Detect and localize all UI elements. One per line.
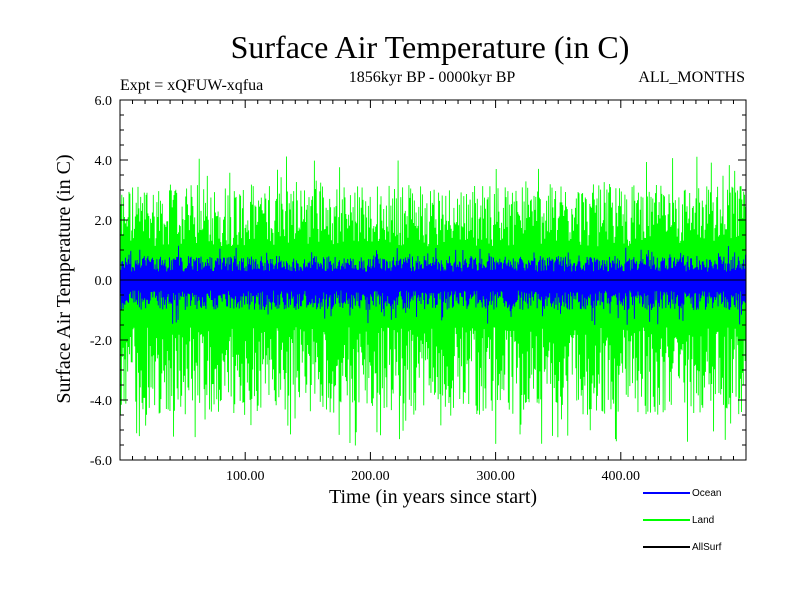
y-tick-label: 4.0 — [95, 154, 113, 169]
y-tick-label: -2.0 — [90, 334, 112, 349]
x-tick-label: 200.00 — [351, 469, 390, 484]
y-tick-label: 6.0 — [95, 94, 113, 109]
y-axis: -6.0 -4.0 -2.0 0.0 2.0 4.0 6.0 — [90, 94, 746, 469]
y-tick-label: -4.0 — [90, 394, 112, 409]
legend-label-allsurf: AllSurf — [692, 542, 722, 553]
chart-title: Surface Air Temperature (in C) — [231, 29, 630, 65]
x-axis: 100.00 200.00 300.00 400.00 — [132, 100, 734, 484]
y-tick-label: 2.0 — [95, 214, 113, 229]
legend-label-land: Land — [692, 515, 714, 526]
experiment-label: Expt = xQFUW-xqfua — [120, 77, 263, 94]
x-axis-label: Time (in years since start) — [329, 486, 537, 508]
chart-subtitle: 1856kyr BP - 0000kyr BP — [349, 69, 516, 86]
plot-area — [119, 156, 747, 446]
x-tick-label: 100.00 — [226, 469, 265, 484]
y-tick-label: -6.0 — [90, 454, 112, 469]
x-tick-label: 300.00 — [476, 469, 515, 484]
y-axis-label: Surface Air Temperature (in C) — [53, 154, 75, 403]
legend-label-ocean: Ocean — [692, 488, 721, 499]
months-label: ALL_MONTHS — [638, 69, 745, 86]
series-ocean — [119, 245, 747, 325]
x-tick-label: 400.00 — [602, 469, 641, 484]
legend: Ocean Land AllSurf — [643, 488, 722, 553]
y-tick-label: 0.0 — [95, 274, 113, 289]
